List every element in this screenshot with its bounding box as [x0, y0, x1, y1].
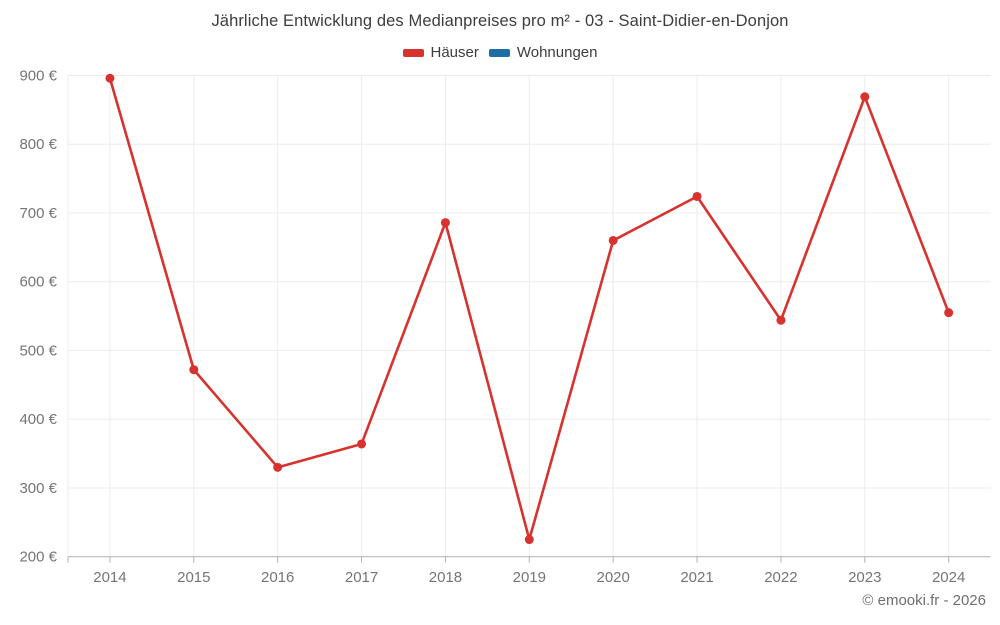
data-point-2015[interactable]: [189, 365, 199, 375]
x-tick-label-2021: 2021: [680, 569, 713, 586]
data-point-2017[interactable]: [357, 439, 367, 449]
x-tick-label-2024: 2024: [932, 569, 965, 586]
data-point-2023[interactable]: [860, 92, 870, 102]
y-tick-label: 800 €: [19, 136, 57, 153]
legend-item-wohnungen[interactable]: Wohnungen: [488, 44, 598, 61]
x-tick-label-2014: 2014: [93, 569, 126, 586]
legend-label-wohnungen: Wohnungen: [516, 44, 598, 61]
data-point-2018[interactable]: [440, 218, 450, 228]
legend-label-haeuser: Häuser: [430, 44, 479, 61]
x-tick-label-2020: 2020: [596, 569, 629, 586]
y-tick-label: 700 €: [19, 205, 57, 222]
chart-legend: Häuser Wohnungen: [0, 44, 1000, 61]
x-tick-label-2018: 2018: [429, 569, 462, 586]
data-point-2022[interactable]: [776, 315, 786, 325]
x-tick-label-2019: 2019: [513, 569, 546, 586]
x-tick-label-2017: 2017: [345, 569, 378, 586]
y-tick-label: 300 €: [19, 480, 57, 497]
x-tick-label-2022: 2022: [764, 569, 797, 586]
data-point-2021[interactable]: [692, 191, 702, 201]
y-tick-label: 200 €: [19, 549, 57, 566]
footer-credit: © emooki.fr - 2026: [862, 592, 986, 609]
y-tick-label: 400 €: [19, 411, 57, 428]
legend-swatch-haeuser-icon: [402, 48, 424, 57]
x-tick-label-2016: 2016: [261, 569, 294, 586]
legend-item-haeuser[interactable]: Häuser: [402, 44, 479, 61]
y-tick-label: 500 €: [19, 342, 57, 359]
data-point-2020[interactable]: [608, 235, 618, 245]
chart-title: Jährliche Entwicklung des Medianpreises …: [211, 12, 789, 30]
y-tick-label: 600 €: [19, 274, 57, 291]
x-tick-label-2023: 2023: [848, 569, 881, 586]
data-point-2016[interactable]: [273, 462, 283, 472]
data-point-2024[interactable]: [944, 308, 954, 318]
data-point-2019[interactable]: [524, 535, 534, 545]
y-tick-label: 900 €: [19, 68, 57, 85]
x-tick-label-2015: 2015: [177, 569, 210, 586]
data-point-2014[interactable]: [105, 73, 115, 83]
legend-swatch-wohnungen-icon: [488, 48, 510, 57]
